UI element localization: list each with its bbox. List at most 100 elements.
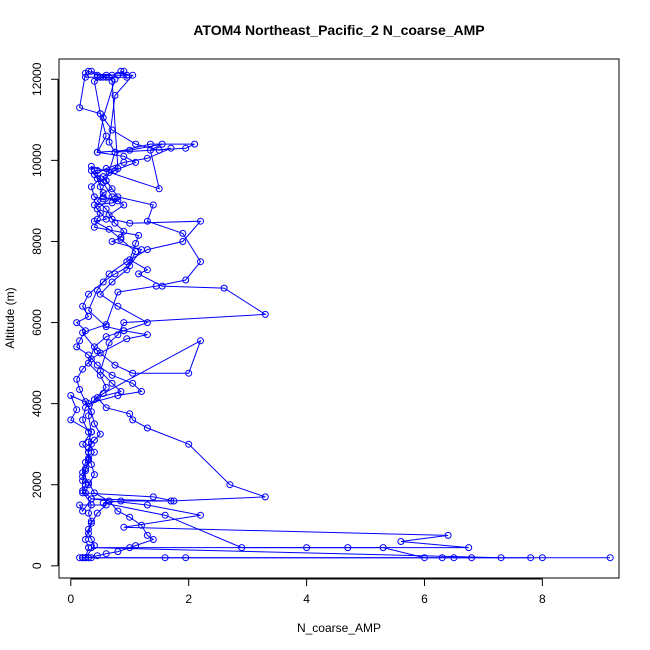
data-point	[129, 379, 137, 387]
data-point	[93, 215, 101, 223]
data-point	[90, 436, 98, 444]
data-point	[76, 501, 84, 509]
data-point	[135, 270, 143, 278]
y-tick-label: 10000	[30, 143, 44, 177]
data-point	[85, 351, 92, 359]
data-point	[126, 262, 134, 270]
y-tick-label: 8000	[30, 228, 44, 255]
data-point	[197, 217, 204, 225]
data-point	[444, 531, 452, 539]
data-point	[185, 369, 193, 377]
data-point	[82, 465, 89, 472]
data-point	[93, 509, 101, 517]
data-point	[85, 313, 92, 320]
x-tick-label: 6	[421, 592, 428, 606]
data-point	[67, 416, 75, 424]
plot-frame	[58, 58, 620, 579]
data-point	[85, 448, 92, 456]
data-point	[397, 538, 405, 545]
data-point	[120, 523, 128, 531]
data-point	[79, 554, 87, 562]
data-point	[73, 375, 81, 383]
data-point	[79, 507, 87, 515]
data-point	[111, 219, 119, 227]
data-point	[93, 361, 101, 369]
data-point	[87, 67, 95, 75]
data-point	[120, 152, 128, 160]
data-point	[123, 71, 131, 79]
data-point	[167, 144, 175, 152]
data-point	[182, 554, 190, 562]
data-point	[76, 337, 84, 345]
data-point	[76, 554, 84, 562]
x-tick-label: 0	[67, 592, 74, 606]
data-point	[465, 544, 473, 552]
data-point	[117, 67, 125, 75]
data-point	[379, 544, 387, 552]
data-point	[87, 536, 95, 543]
data-point	[93, 167, 101, 174]
data-point	[117, 497, 125, 505]
y-axis-label: Altitude (m)	[3, 287, 17, 348]
data-point	[120, 201, 128, 209]
data-point	[90, 420, 98, 428]
data-point	[96, 209, 104, 217]
data-point	[76, 104, 84, 112]
data-point	[143, 501, 151, 509]
data-point	[155, 185, 163, 193]
data-point	[135, 231, 143, 239]
data-point	[129, 416, 137, 424]
data-point	[191, 140, 199, 148]
y-tick-label: 4000	[30, 390, 44, 417]
series-line	[76, 76, 531, 559]
data-point	[90, 223, 98, 231]
x-tick-label: 2	[185, 592, 192, 606]
data-point	[182, 144, 190, 152]
data-point	[138, 246, 145, 254]
data-point	[261, 310, 269, 318]
data-point	[102, 404, 110, 412]
data-point	[146, 146, 154, 154]
data-point	[87, 519, 95, 527]
data-point	[120, 327, 128, 335]
data-point	[87, 495, 95, 503]
data-point	[73, 319, 81, 327]
data-point	[82, 327, 89, 335]
data-point	[161, 511, 169, 519]
series-line	[69, 70, 143, 559]
data-point	[143, 154, 151, 162]
data-point	[138, 388, 145, 395]
data-point	[117, 233, 125, 241]
data-point	[170, 497, 178, 505]
data-point	[102, 205, 110, 213]
series-5	[67, 67, 145, 562]
data-point	[114, 165, 122, 172]
data-point	[129, 369, 137, 377]
data-point	[90, 167, 98, 174]
data-point	[197, 337, 204, 345]
data-point	[185, 440, 193, 448]
y-tick-label: 2000	[30, 471, 44, 498]
data-point	[161, 554, 169, 562]
data-point	[105, 211, 113, 219]
series-line	[81, 74, 202, 559]
data-point	[85, 290, 92, 298]
data-point	[79, 302, 87, 310]
x-tick-label: 8	[539, 592, 546, 606]
data-point	[79, 365, 87, 373]
data-point	[158, 140, 166, 148]
data-point	[93, 148, 101, 156]
data-point	[126, 410, 134, 418]
data-point	[82, 489, 89, 497]
data-point	[108, 278, 116, 286]
data-point	[102, 132, 110, 140]
data-point	[102, 501, 110, 509]
data-point	[261, 493, 269, 501]
data-point	[344, 544, 352, 552]
data-point	[79, 473, 87, 481]
data-point	[73, 343, 81, 351]
data-point	[108, 77, 116, 85]
data-point	[143, 331, 151, 339]
data-point	[238, 544, 246, 552]
